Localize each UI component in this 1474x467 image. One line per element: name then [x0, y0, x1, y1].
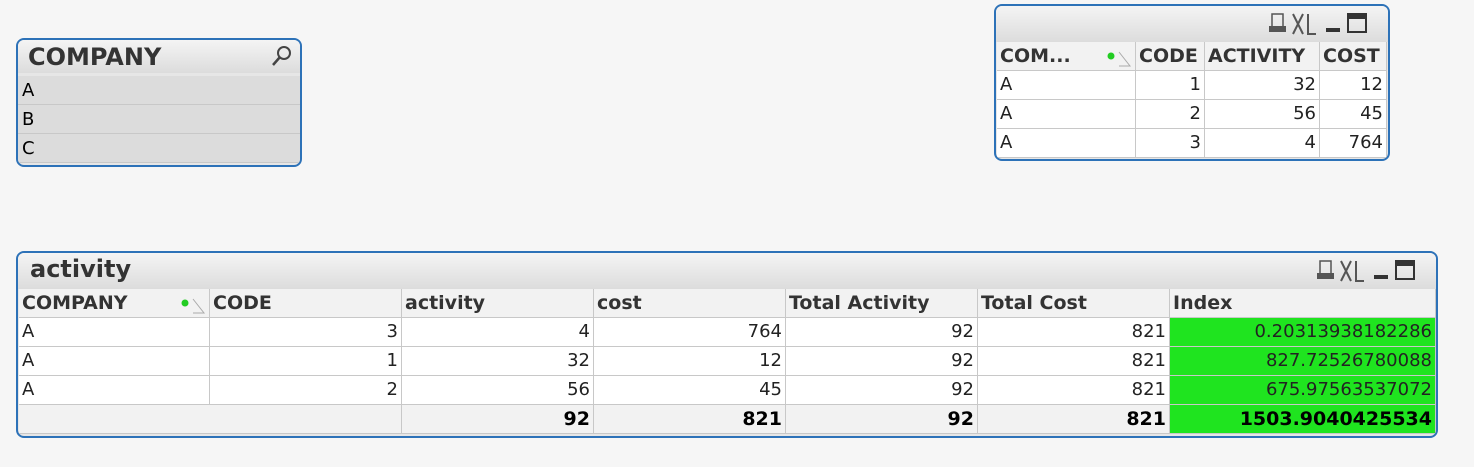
table-cell: A	[997, 71, 1136, 100]
table-cell: 2	[1136, 100, 1205, 129]
table-cell: 56	[402, 376, 594, 405]
table-cell: 12	[594, 347, 786, 376]
column-header: COST	[1320, 42, 1387, 71]
column-header: COM...	[997, 42, 1136, 71]
table-caption	[18, 253, 1436, 289]
table-cell: 12	[1320, 71, 1387, 100]
listbox-caption	[18, 40, 300, 73]
table-box: COM... CODE ACTIVITY COST A 1 32 12 A 2 56 45 A 3 4 764	[994, 4, 1390, 161]
listbox-item[interactable]: C	[18, 134, 300, 163]
table-cell: 0.20313938182286	[1170, 318, 1436, 347]
listbox-item[interactable]: A	[18, 76, 300, 105]
column-header: CODE	[1136, 42, 1205, 71]
tablebox-caption	[996, 6, 1388, 42]
column-header: CODE	[210, 289, 402, 318]
column-header: ACTIVITY	[1205, 42, 1320, 71]
table-cell: 4	[402, 318, 594, 347]
table-cell: 3	[210, 318, 402, 347]
table-cell: 92	[786, 318, 978, 347]
listbox-title: COMPANY	[28, 43, 162, 71]
table-cell: A	[997, 129, 1136, 158]
caption-icons[interactable]	[1314, 257, 1434, 287]
table-cell: 821	[978, 376, 1170, 405]
activity-table: activity COMPANY CODE activity cost Total Ac…	[16, 251, 1438, 438]
column-header: Index	[1170, 289, 1436, 318]
table-cell: 764	[594, 318, 786, 347]
table-cell: 2	[210, 376, 402, 405]
sort-indicator	[181, 298, 206, 314]
table-cell: 821	[978, 318, 1170, 347]
table-cell: 827.72526780088	[1170, 347, 1436, 376]
total-cell: 821	[594, 405, 786, 434]
table-cell: 56	[1205, 100, 1320, 129]
table-cell: 45	[1320, 100, 1387, 129]
table-cell: A	[19, 318, 210, 347]
table-cell: 3	[1136, 129, 1205, 158]
column-header: Total Activity	[786, 289, 978, 318]
table-title: activity	[30, 255, 132, 283]
table-cell: 764	[1320, 129, 1387, 158]
table-cell: 1	[1136, 71, 1205, 100]
column-header: cost	[594, 289, 786, 318]
column-header: COMPANY	[19, 289, 210, 318]
table-cell: A	[19, 347, 210, 376]
totals-blank	[19, 405, 402, 434]
total-cell: 821	[978, 405, 1170, 434]
table-cell: 45	[594, 376, 786, 405]
column-header: activity	[402, 289, 594, 318]
total-cell: 1503.9040425534	[1170, 405, 1436, 434]
sort-indicator	[1107, 51, 1132, 67]
table-cell: A	[997, 100, 1136, 129]
column-header: Total Cost	[978, 289, 1170, 318]
table-cell: 1	[210, 347, 402, 376]
table-cell: 92	[786, 376, 978, 405]
table-cell: 92	[786, 347, 978, 376]
total-cell: 92	[402, 405, 594, 434]
table-cell: 32	[402, 347, 594, 376]
table-cell: 675.97563537072	[1170, 376, 1436, 405]
table-cell: 4	[1205, 129, 1320, 158]
total-cell: 92	[786, 405, 978, 434]
listbox-item[interactable]: B	[18, 105, 300, 134]
table-cell: A	[19, 376, 210, 405]
search-icon[interactable]	[270, 44, 294, 68]
table-cell: 32	[1205, 71, 1320, 100]
caption-icons[interactable]	[1266, 10, 1386, 40]
table-cell: 821	[978, 347, 1170, 376]
